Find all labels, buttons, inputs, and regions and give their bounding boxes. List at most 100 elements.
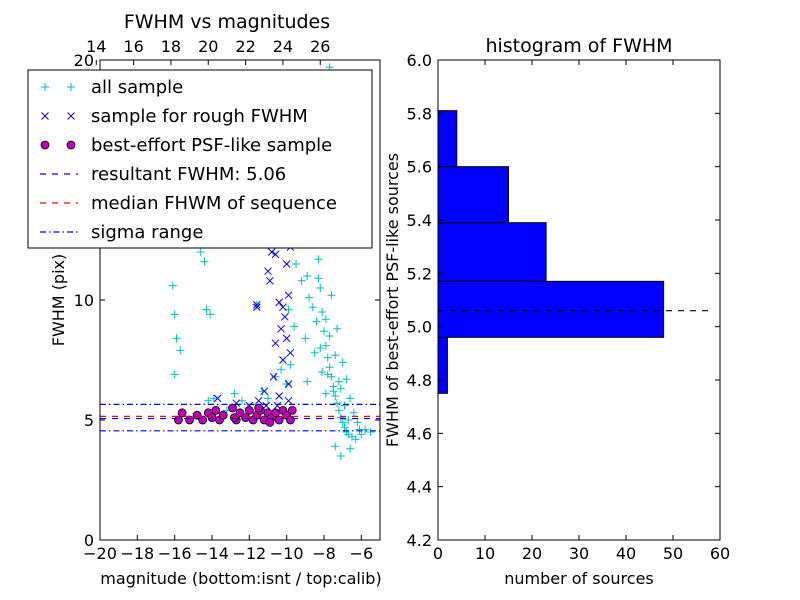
histogram-bar-1	[438, 280, 665, 338]
scatter-point-+-0-34	[320, 327, 328, 336]
legend-label-4: median FHWM of sequence	[91, 193, 337, 214]
scatter-point-+-0-56	[321, 389, 330, 398]
scatter-point-x-1-21	[260, 387, 269, 396]
scatter-point-x-1-14	[279, 356, 287, 364]
scatter-point-+-0-54	[331, 442, 340, 451]
legend-marker-1-0	[41, 112, 49, 120]
scatter-point-x-1-9	[284, 291, 293, 300]
scatter-point-+-0-21	[286, 360, 295, 369]
legend-label-1: sample for rough FWHM	[91, 106, 308, 127]
scatter-y-tick-label-1: 5	[84, 411, 94, 430]
histogram-x-tick-label-6: 60	[710, 544, 730, 563]
legend-marker-0-0	[41, 83, 49, 91]
legend-box	[27, 69, 373, 249]
histogram-axes-frame	[437, 59, 721, 541]
histogram-x-tick-label-5: 50	[663, 544, 683, 563]
scatter-point-+-0-67	[327, 291, 336, 300]
scatter-top-tick-label-5: 24	[273, 37, 293, 56]
scatter-point-+-0-40	[331, 392, 340, 400]
histogram-y-tick-label-3: 4.8	[407, 371, 432, 390]
legend-marker-0-1	[67, 83, 75, 91]
histogram-y-axis-label: FWHM of best-effort PSF-like sources	[383, 153, 402, 447]
scatter-x-tick-label-4: −12	[232, 544, 266, 563]
scatter-y-tick-label-2: 10	[74, 291, 94, 310]
histogram-bar-0	[438, 336, 448, 394]
scatter-point-+-0-74	[355, 425, 364, 434]
scatter-top-tick-label-1: 16	[123, 37, 143, 56]
scatter-point-+-0-50	[357, 430, 366, 439]
scatter-point-circle-2-21	[271, 408, 280, 418]
scatter-point-circle-2-6	[207, 413, 217, 423]
scatter-point-circle-2-3	[192, 410, 202, 420]
scatter-point-+-0-26	[303, 377, 312, 386]
scatter-point-x-1-3	[267, 248, 276, 256]
scatter-point-+-0-57	[318, 368, 327, 376]
scatter-point-x-1-22	[213, 394, 222, 403]
scatter-point-x-1-0	[252, 300, 261, 309]
scatter-point-x-1-18	[275, 392, 284, 400]
histogram-x-tick-label-4: 40	[616, 544, 636, 563]
scatter-point-+-0-82	[344, 416, 353, 424]
scatter-point-+-0-20	[282, 380, 291, 388]
scatter-point-+-0-80	[334, 377, 343, 386]
scatter-point-+-0-44	[338, 418, 347, 427]
scatter-point-x-1-27	[284, 396, 293, 405]
scatter-point-+-0-79	[329, 387, 338, 396]
scatter-x-tick-label-3: −14	[195, 544, 229, 563]
scatter-point-x-1-13	[271, 339, 280, 348]
scatter-point-+-0-77	[316, 344, 325, 352]
scatter-point-circle-2-10	[228, 403, 237, 413]
histogram-bar-3	[438, 166, 509, 224]
scatter-point-+-0-8	[206, 310, 215, 319]
legend-marker-2-1	[66, 140, 76, 150]
scatter-point-+-0-75	[305, 293, 314, 302]
histogram-x-tick-label-1: 10	[475, 544, 495, 563]
scatter-point-x-1-4	[271, 250, 280, 259]
scatter-point-circle-2-22	[274, 415, 284, 425]
scatter-point-+-0-92	[325, 332, 334, 340]
scatter-point-+-0-52	[366, 428, 375, 436]
scatter-point-circle-2-13	[241, 413, 251, 423]
scatter-point-circle-2-26	[287, 405, 297, 415]
scatter-point-+-0-68	[333, 324, 342, 333]
histogram-y-tick-label-0: 4.2	[407, 531, 432, 550]
scatter-point-+-0-37	[325, 363, 334, 372]
legend-label-3: resultant FWHM: 5.06	[91, 164, 286, 185]
scatter-point-circle-2-0	[173, 415, 183, 425]
scatter-point-+-0-25	[301, 334, 310, 343]
scatter-point-+-0-10	[209, 394, 218, 403]
scatter-point-+-0-17	[264, 394, 272, 403]
scatter-point-+-0-94	[336, 384, 345, 393]
scatter-title: FWHM vs magnitudes	[124, 11, 330, 33]
scatter-point-+-0-19	[277, 365, 286, 374]
scatter-point-+-0-7	[202, 305, 211, 314]
histogram-y-tick-label-5: 5.2	[407, 264, 432, 283]
histogram-title: histogram of FWHM	[485, 35, 672, 57]
scatter-x-tick-label-1: −18	[120, 544, 154, 563]
scatter-point-+-0-43	[336, 413, 345, 422]
histogram-x-tick-label-0: 0	[433, 544, 443, 563]
histogram-x-axis-label: number of sources	[504, 569, 654, 588]
scatter-point-+-0-91	[321, 315, 330, 324]
scatter-point-+-0-0	[168, 281, 177, 290]
scatter-point-+-0-6	[200, 257, 209, 266]
scatter-point-+-0-84	[292, 260, 300, 268]
scatter-top-tick-label-2: 18	[161, 37, 181, 56]
scatter-x-tick-label-0: −20	[83, 544, 117, 563]
scatter-top-tick-label-3: 20	[198, 37, 218, 56]
legend-label-0: all sample	[91, 77, 183, 98]
scatter-point-circle-2-25	[285, 415, 295, 425]
scatter-point-+-0-42	[334, 406, 343, 415]
scatter-top-tick-label-6: 26	[310, 37, 330, 56]
histogram-bar-2	[438, 222, 547, 282]
scatter-point-+-0-53	[336, 452, 345, 460]
scatter-point-+-0-87	[290, 322, 299, 331]
scatter-point-circle-2-28	[254, 403, 264, 413]
scatter-point-circle-2-12	[235, 408, 245, 418]
scatter-point-+-0-70	[342, 375, 351, 384]
scatter-point-+-0-69	[338, 358, 347, 367]
scatter-point-+-0-93	[331, 351, 340, 360]
scatter-point-circle-2-9	[218, 410, 228, 420]
scatter-y-tick-label-0: 0	[84, 531, 94, 550]
